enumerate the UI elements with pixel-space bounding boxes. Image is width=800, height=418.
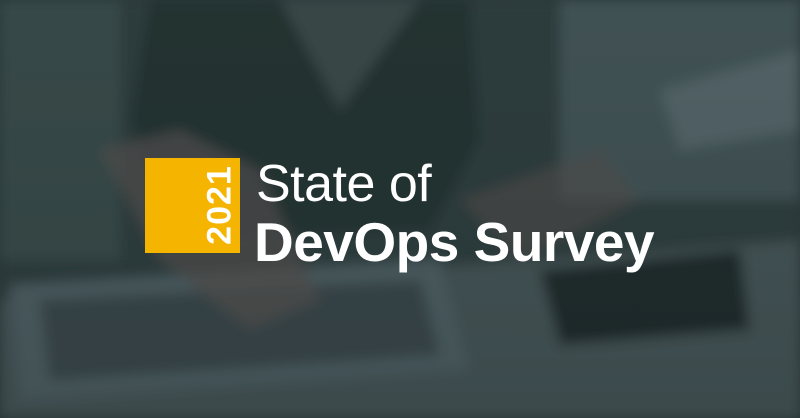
year-badge (145, 158, 240, 253)
title-line-1: State of (256, 155, 432, 213)
title-line-2: DevOps Survey (254, 211, 655, 273)
year: 2021 (200, 165, 239, 245)
